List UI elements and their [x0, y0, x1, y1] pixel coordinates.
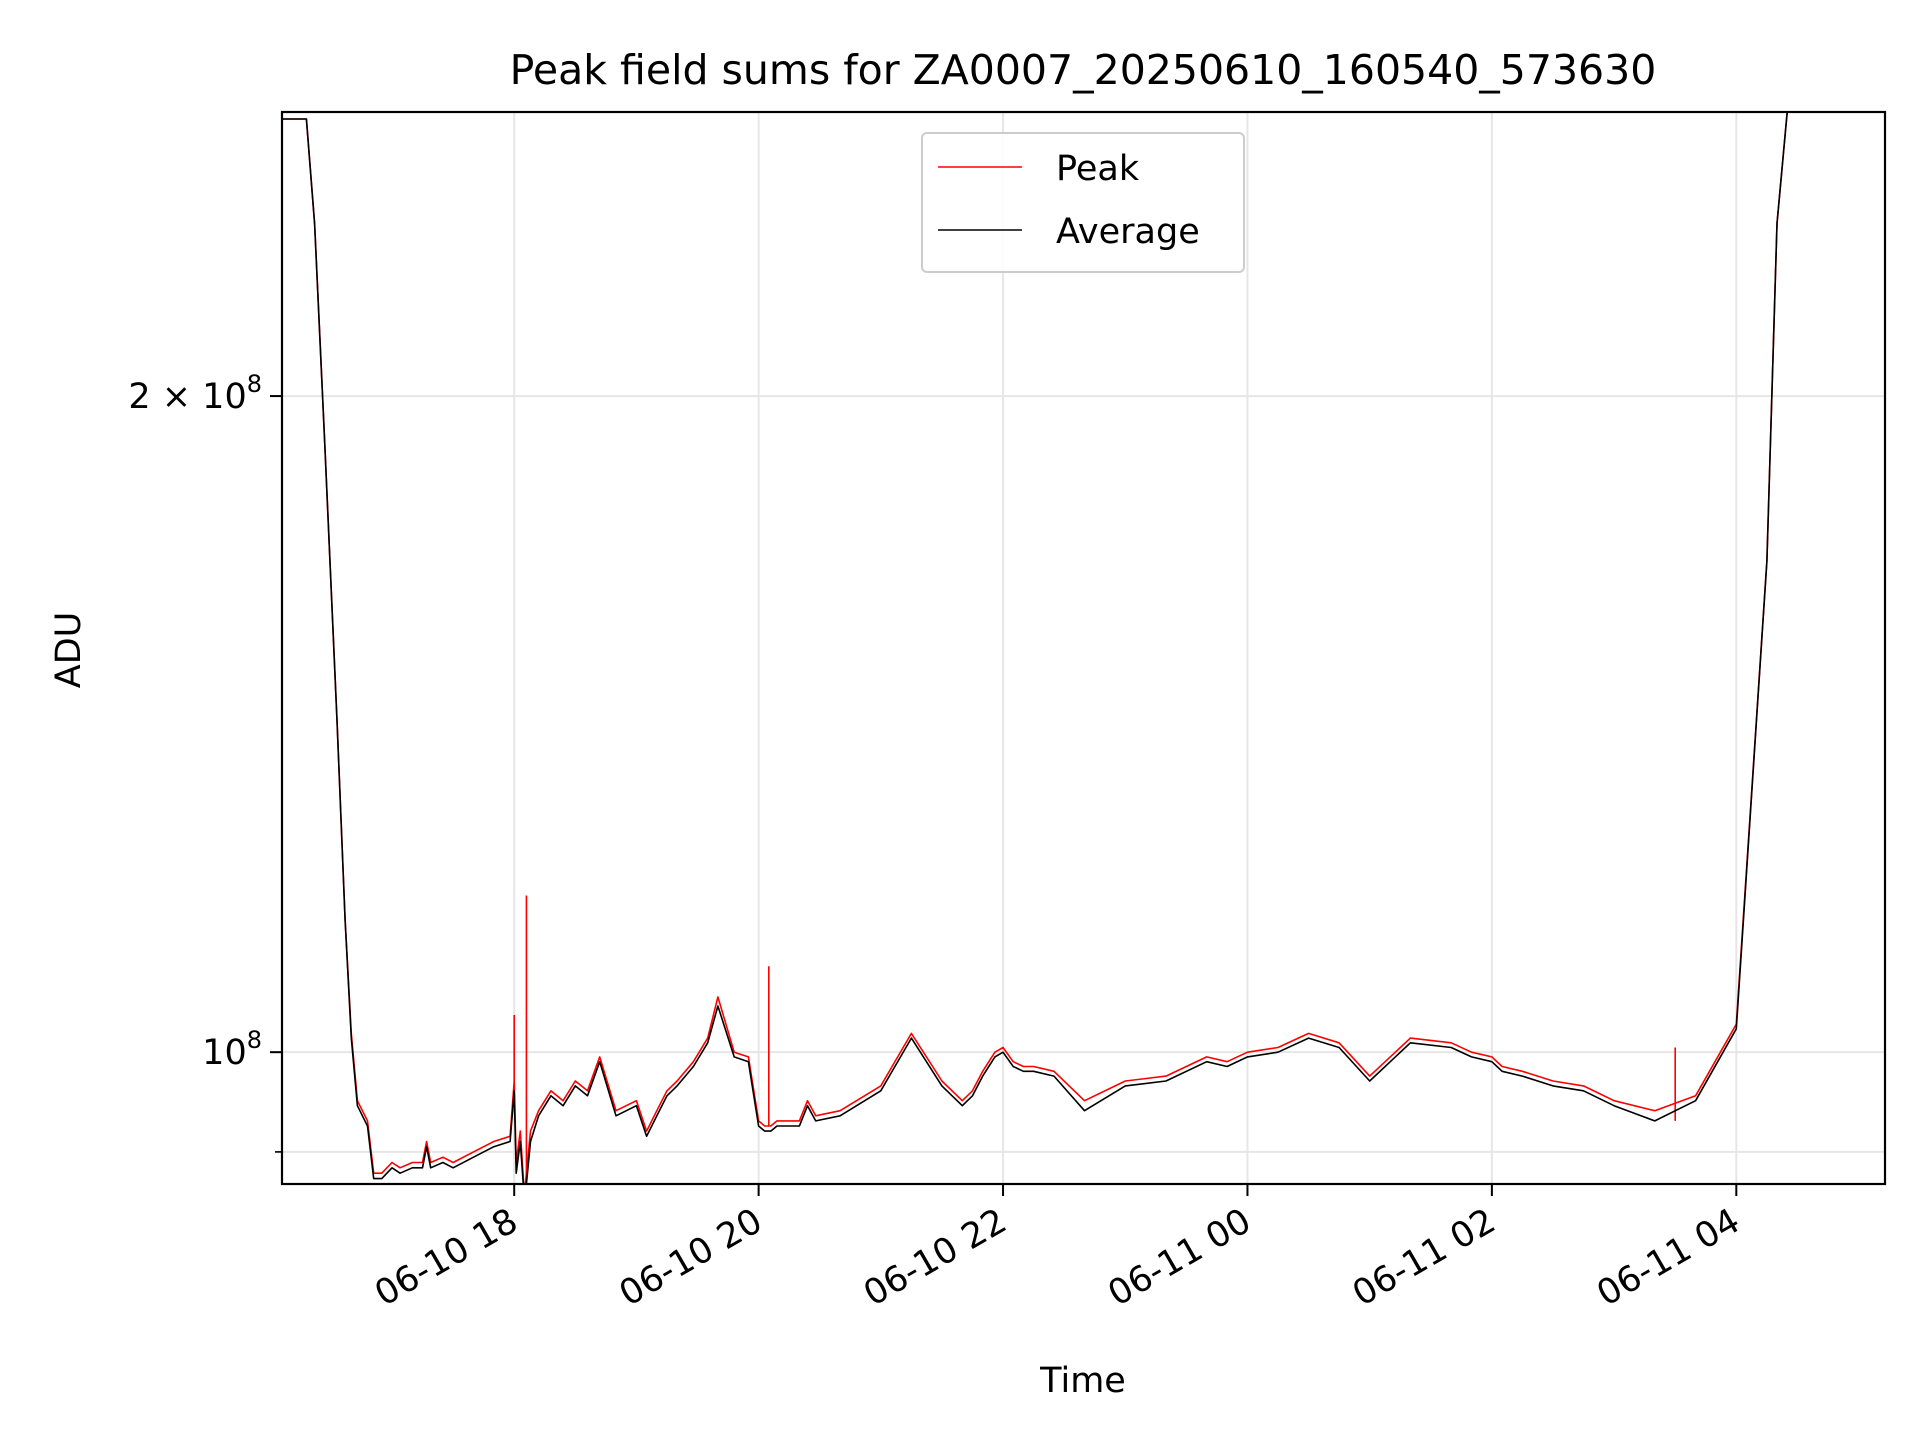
chart-title: Peak field sums for ZA0007_20250610_1605…	[510, 46, 1657, 94]
legend-label-peak: Peak	[1056, 149, 1140, 189]
series-layer	[282, 112, 1885, 1184]
y-axis-label: ADU	[49, 612, 89, 689]
series-line-average	[282, 112, 1885, 1184]
plot-area-frame	[280, 110, 1887, 1186]
series-line-peak	[282, 112, 1885, 1184]
legend: Peak Average	[921, 132, 1245, 273]
legend-label-average: Average	[1056, 212, 1200, 252]
y-tick-label: 2 × 108	[128, 370, 262, 417]
grid-lines	[282, 112, 1885, 1184]
x-axis-label: Time	[1039, 1361, 1126, 1401]
